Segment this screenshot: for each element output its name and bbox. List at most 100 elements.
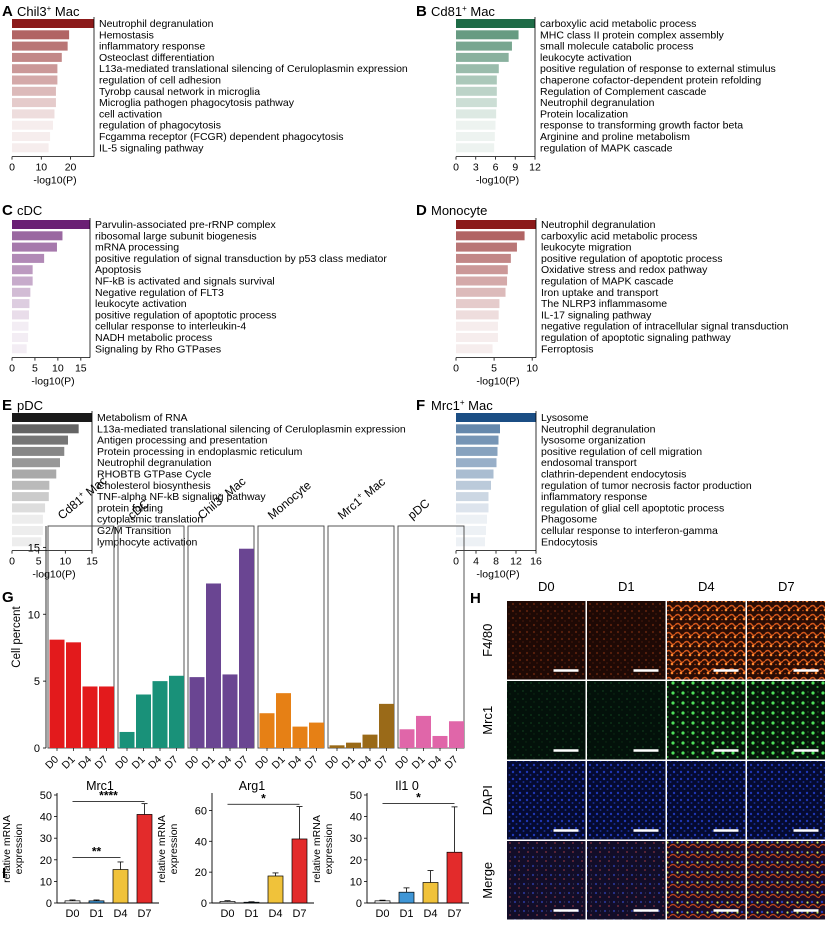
bar	[12, 287, 31, 297]
column-label: D0	[538, 579, 555, 594]
x-tick-label: 12	[510, 556, 522, 568]
x-tick-label: 15	[86, 556, 98, 568]
bar	[12, 446, 65, 456]
y-tick-label: 20	[195, 867, 207, 879]
bar	[12, 469, 57, 479]
x-tick-label: D4	[426, 754, 444, 772]
term-label: Neutrophil degranulation	[541, 423, 656, 435]
term-label: leukocyte activation	[540, 52, 632, 64]
micrograph	[747, 841, 825, 920]
bar	[12, 435, 68, 445]
term-label: positive regulation of cell migration	[541, 446, 702, 458]
term-label: Neutrophil degranulation	[99, 18, 214, 30]
x-tick-label: 6	[493, 162, 499, 174]
bar	[12, 413, 92, 422]
micrograph	[747, 601, 825, 680]
micrograph	[587, 681, 666, 760]
panel-title-C: cDC	[17, 203, 42, 218]
y-axis-label-line: expression	[168, 823, 180, 874]
facet-label: Mrc1+ Mac	[334, 474, 388, 522]
term-label: regulation of apoptotic signaling pathwa…	[541, 332, 731, 344]
bar	[456, 514, 487, 524]
panel-title-suffix: Mac	[51, 4, 80, 19]
y-tick-label: 30	[40, 833, 52, 845]
panel-title-B: Cd81+ Mac	[431, 4, 495, 19]
term-label: response to transforming growth factor b…	[540, 120, 743, 132]
term-label: positive regulation of apoptotic process	[95, 309, 277, 321]
row-label: Mrc1	[480, 706, 495, 735]
column-label: D7	[778, 579, 795, 594]
bar	[456, 480, 491, 490]
x-tick-label: D1	[399, 908, 413, 920]
x-tick-label: D7	[373, 754, 391, 772]
term-label: regulation of phagocytosis	[99, 120, 221, 132]
bar	[456, 19, 535, 28]
term-label: Hemostasis	[99, 29, 154, 41]
x-tick-label: 0	[9, 363, 15, 375]
term-label: Osteoclast differentiation	[99, 52, 215, 64]
y-tick-label: 30	[350, 833, 362, 845]
bar	[456, 287, 506, 297]
micrograph	[507, 681, 586, 760]
term-label: mRNA processing	[95, 242, 179, 254]
term-label: small molecule catabolic process	[540, 41, 693, 53]
bar	[12, 458, 60, 468]
bar	[12, 310, 29, 320]
bar	[456, 75, 497, 85]
y-tick-label: 40	[40, 812, 52, 824]
term-label: Antigen processing and presentation	[97, 435, 268, 447]
x-tick-label: D0	[323, 754, 341, 772]
panel-title-suffix: Mac	[465, 398, 494, 413]
x-tick-label: D7	[303, 754, 321, 772]
bar	[239, 548, 254, 748]
x-tick-label: D0	[113, 754, 131, 772]
bar	[12, 480, 50, 490]
bar	[276, 693, 291, 748]
y-tick-label: 0	[201, 898, 207, 910]
term-label: L13a-mediated translational silencing of…	[97, 423, 406, 435]
bar	[456, 98, 497, 108]
bar	[152, 681, 168, 748]
bar	[49, 639, 65, 748]
term-label: Regulation of Complement cascade	[540, 86, 707, 98]
x-tick-label: 12	[529, 162, 541, 174]
panel-title-suffix: Mac	[467, 4, 496, 19]
row-label: DAPI	[480, 785, 495, 815]
bar	[12, 120, 53, 130]
bar	[456, 526, 486, 535]
bar	[456, 435, 499, 445]
bar	[12, 333, 29, 342]
x-tick-label: 10	[35, 162, 47, 174]
y-tick-label: 0	[34, 743, 40, 755]
facet-label: pDC	[405, 496, 433, 522]
significance-label: **	[92, 845, 102, 859]
y-tick-label: 10	[350, 876, 362, 888]
x-tick-label: D1	[410, 754, 428, 772]
term-label: regulation of MAPK cascade	[541, 276, 674, 288]
x-axis-label: -log10(P)	[476, 569, 519, 581]
term-label: Ferroptosis	[541, 343, 594, 355]
bar	[88, 900, 105, 904]
term-label: negative regulation of intracellular sig…	[541, 321, 789, 333]
panel-title-sup: +	[47, 4, 52, 13]
micrograph	[507, 761, 586, 840]
bar	[12, 143, 49, 153]
term-label: ribosomal large subunit biogenesis	[95, 230, 257, 242]
bar	[12, 299, 30, 309]
bar	[456, 321, 498, 331]
bar	[456, 143, 495, 153]
bar	[243, 901, 260, 904]
bar	[12, 41, 68, 51]
term-label: Endocytosis	[541, 536, 598, 548]
significance-label: *	[261, 791, 266, 805]
y-axis-label: relative mRNAexpression	[156, 815, 180, 883]
bar	[219, 901, 236, 904]
bar	[291, 838, 308, 904]
bar	[449, 721, 464, 748]
y-tick-label: 5	[34, 676, 40, 688]
panel-letter-I: I	[2, 865, 6, 882]
micrograph	[507, 601, 586, 680]
y-axis-label-line: relative mRNA	[1, 815, 13, 883]
